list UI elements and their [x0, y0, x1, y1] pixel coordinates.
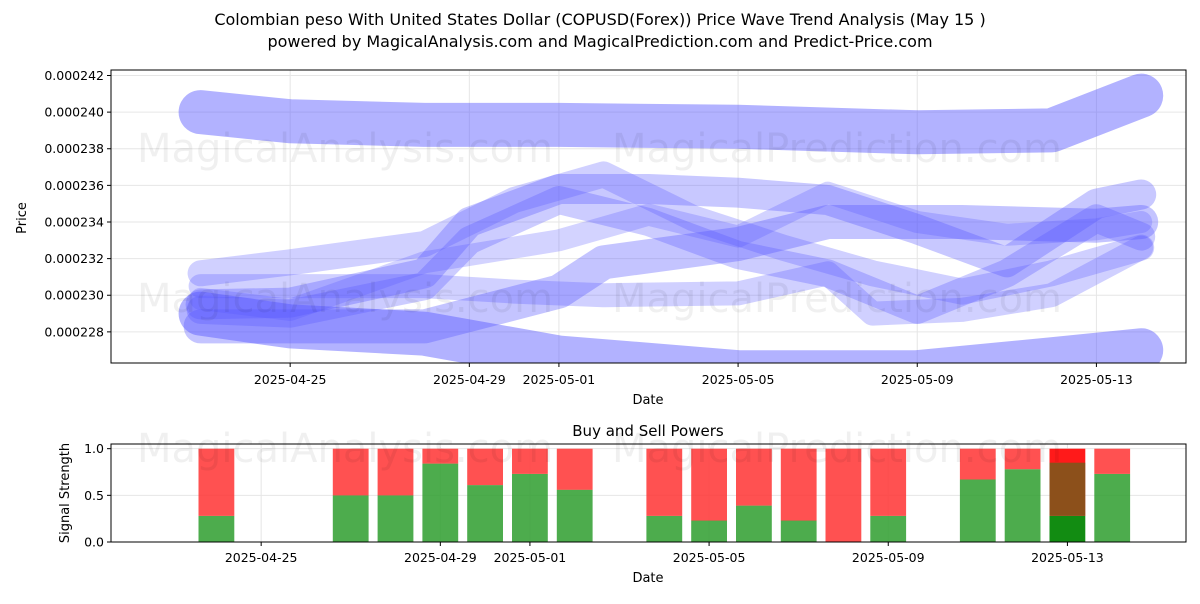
sell-bar — [959, 448, 996, 480]
price-axis-ticks: 2025-04-25 2025-04-29 2025-05-01 2025-05-05… — [44, 68, 1132, 387]
sell-bar — [467, 448, 503, 486]
price-y-tick-label: 0.000242 — [44, 68, 104, 83]
sell-bar — [1094, 448, 1131, 474]
wave-series-7 — [188, 235, 1154, 326]
price-y-tick-label: 0.000232 — [44, 251, 104, 266]
sell-bar — [870, 448, 907, 516]
buy-bar — [332, 495, 369, 542]
price-x-label: Date — [632, 393, 663, 408]
wave-series-1 — [178, 73, 1164, 155]
figure-title-line2: powered by MagicalAnalysis.com and Magic… — [267, 32, 932, 51]
buy-bar — [1004, 469, 1041, 542]
price-x-tick-label: 2025-04-25 — [254, 372, 327, 387]
signal-panel-frame — [110, 443, 1187, 543]
price-x-tick-label: 2025-05-09 — [881, 372, 954, 387]
buy-bar — [691, 520, 727, 542]
wave-series-8 — [189, 181, 1153, 321]
buy-bar — [870, 515, 907, 542]
buy-bar — [1049, 515, 1086, 542]
sell-bar — [332, 448, 369, 496]
sell-bar — [377, 448, 414, 496]
signal-axis-ticks: 2025-04-25 2025-04-29 2025-05-01 2025-05-05… — [84, 441, 1104, 565]
wave-series-3 — [183, 205, 1159, 344]
buy-bar — [556, 489, 593, 542]
watermark-5: MagicalAnalysis.com — [137, 426, 553, 472]
signal-x-tick-label: 2025-04-25 — [225, 550, 298, 565]
signal-panel-title: Buy and Sell Powers — [572, 422, 724, 440]
wave-series-4 — [185, 174, 1157, 320]
buy-bar — [467, 485, 503, 542]
wave-series-6 — [187, 161, 1155, 305]
buy-bar — [512, 473, 548, 542]
price-x-tick-label: 2025-04-29 — [433, 372, 506, 387]
price-x-tick-label: 2025-05-13 — [1060, 372, 1133, 387]
signal-x-tick-label: 2025-05-13 — [1031, 550, 1104, 565]
buy-bar — [736, 505, 772, 542]
buy-bar — [959, 479, 996, 542]
signal-y-tick-label: 0.0 — [84, 535, 104, 550]
sell-bar — [422, 448, 459, 464]
signal-x-tick-label: 2025-04-29 — [404, 550, 477, 565]
sell-bar — [736, 448, 772, 506]
buy-bar — [780, 520, 817, 542]
sell-bar — [646, 448, 683, 516]
signal-x-label: Date — [632, 571, 663, 586]
signal-x-tick-label: 2025-05-09 — [852, 550, 925, 565]
buy-bar — [646, 515, 683, 542]
signal-y-label: Signal Strength — [58, 443, 73, 543]
watermark-4: MagicalPrediction.com — [612, 276, 1062, 322]
buy-bar — [377, 495, 414, 542]
price-x-tick-label: 2025-05-05 — [702, 372, 775, 387]
price-grid — [111, 70, 1186, 363]
price-waves — [178, 73, 1164, 363]
sell-bar — [825, 448, 862, 542]
wave-series-2 — [178, 291, 1164, 363]
sell-bar — [1004, 448, 1041, 470]
signal-y-tick-label: 0.5 — [84, 488, 104, 503]
price-x-tick-label: 2025-05-01 — [523, 372, 596, 387]
watermark-2: MagicalPrediction.com — [612, 126, 1062, 172]
price-panel: MagicalAnalysis.com MagicalPrediction.co… — [15, 68, 1187, 408]
signal-x-tick-label: 2025-05-05 — [673, 550, 746, 565]
signal-x-tick-label: 2025-05-01 — [494, 550, 567, 565]
buy-bar — [1094, 473, 1131, 542]
buy-bar — [422, 463, 459, 542]
price-y-tick-label: 0.000230 — [44, 288, 104, 303]
signal-overlay-bar — [1049, 462, 1086, 516]
sell-bar — [780, 448, 817, 521]
price-y-tick-label: 0.000238 — [44, 141, 104, 156]
buy-bar — [198, 515, 235, 542]
price-y-tick-label: 0.000240 — [44, 105, 104, 120]
sell-bar — [198, 448, 235, 516]
figure-title-line1: Colombian peso With United States Dollar… — [214, 10, 985, 29]
price-y-label: Price — [15, 202, 30, 234]
price-y-tick-label: 0.000234 — [44, 214, 104, 229]
signal-y-tick-label: 1.0 — [84, 441, 104, 456]
price-y-tick-label: 0.000228 — [44, 324, 104, 339]
sell-bar — [691, 448, 727, 521]
watermark-6: MagicalPrediction.com — [612, 426, 1062, 472]
sell-bar — [556, 448, 593, 490]
watermark-3: MagicalAnalysis.com — [137, 276, 553, 322]
signal-bars — [198, 448, 1131, 542]
price-y-tick-label: 0.000236 — [44, 178, 104, 193]
watermark-1: MagicalAnalysis.com — [137, 126, 553, 172]
price-panel-frame — [110, 69, 1187, 364]
signal-panel: Buy and Sell Powers MagicalAnalysis.com … — [58, 422, 1187, 586]
wave-series-5 — [186, 186, 1156, 328]
sell-bar — [512, 448, 548, 474]
